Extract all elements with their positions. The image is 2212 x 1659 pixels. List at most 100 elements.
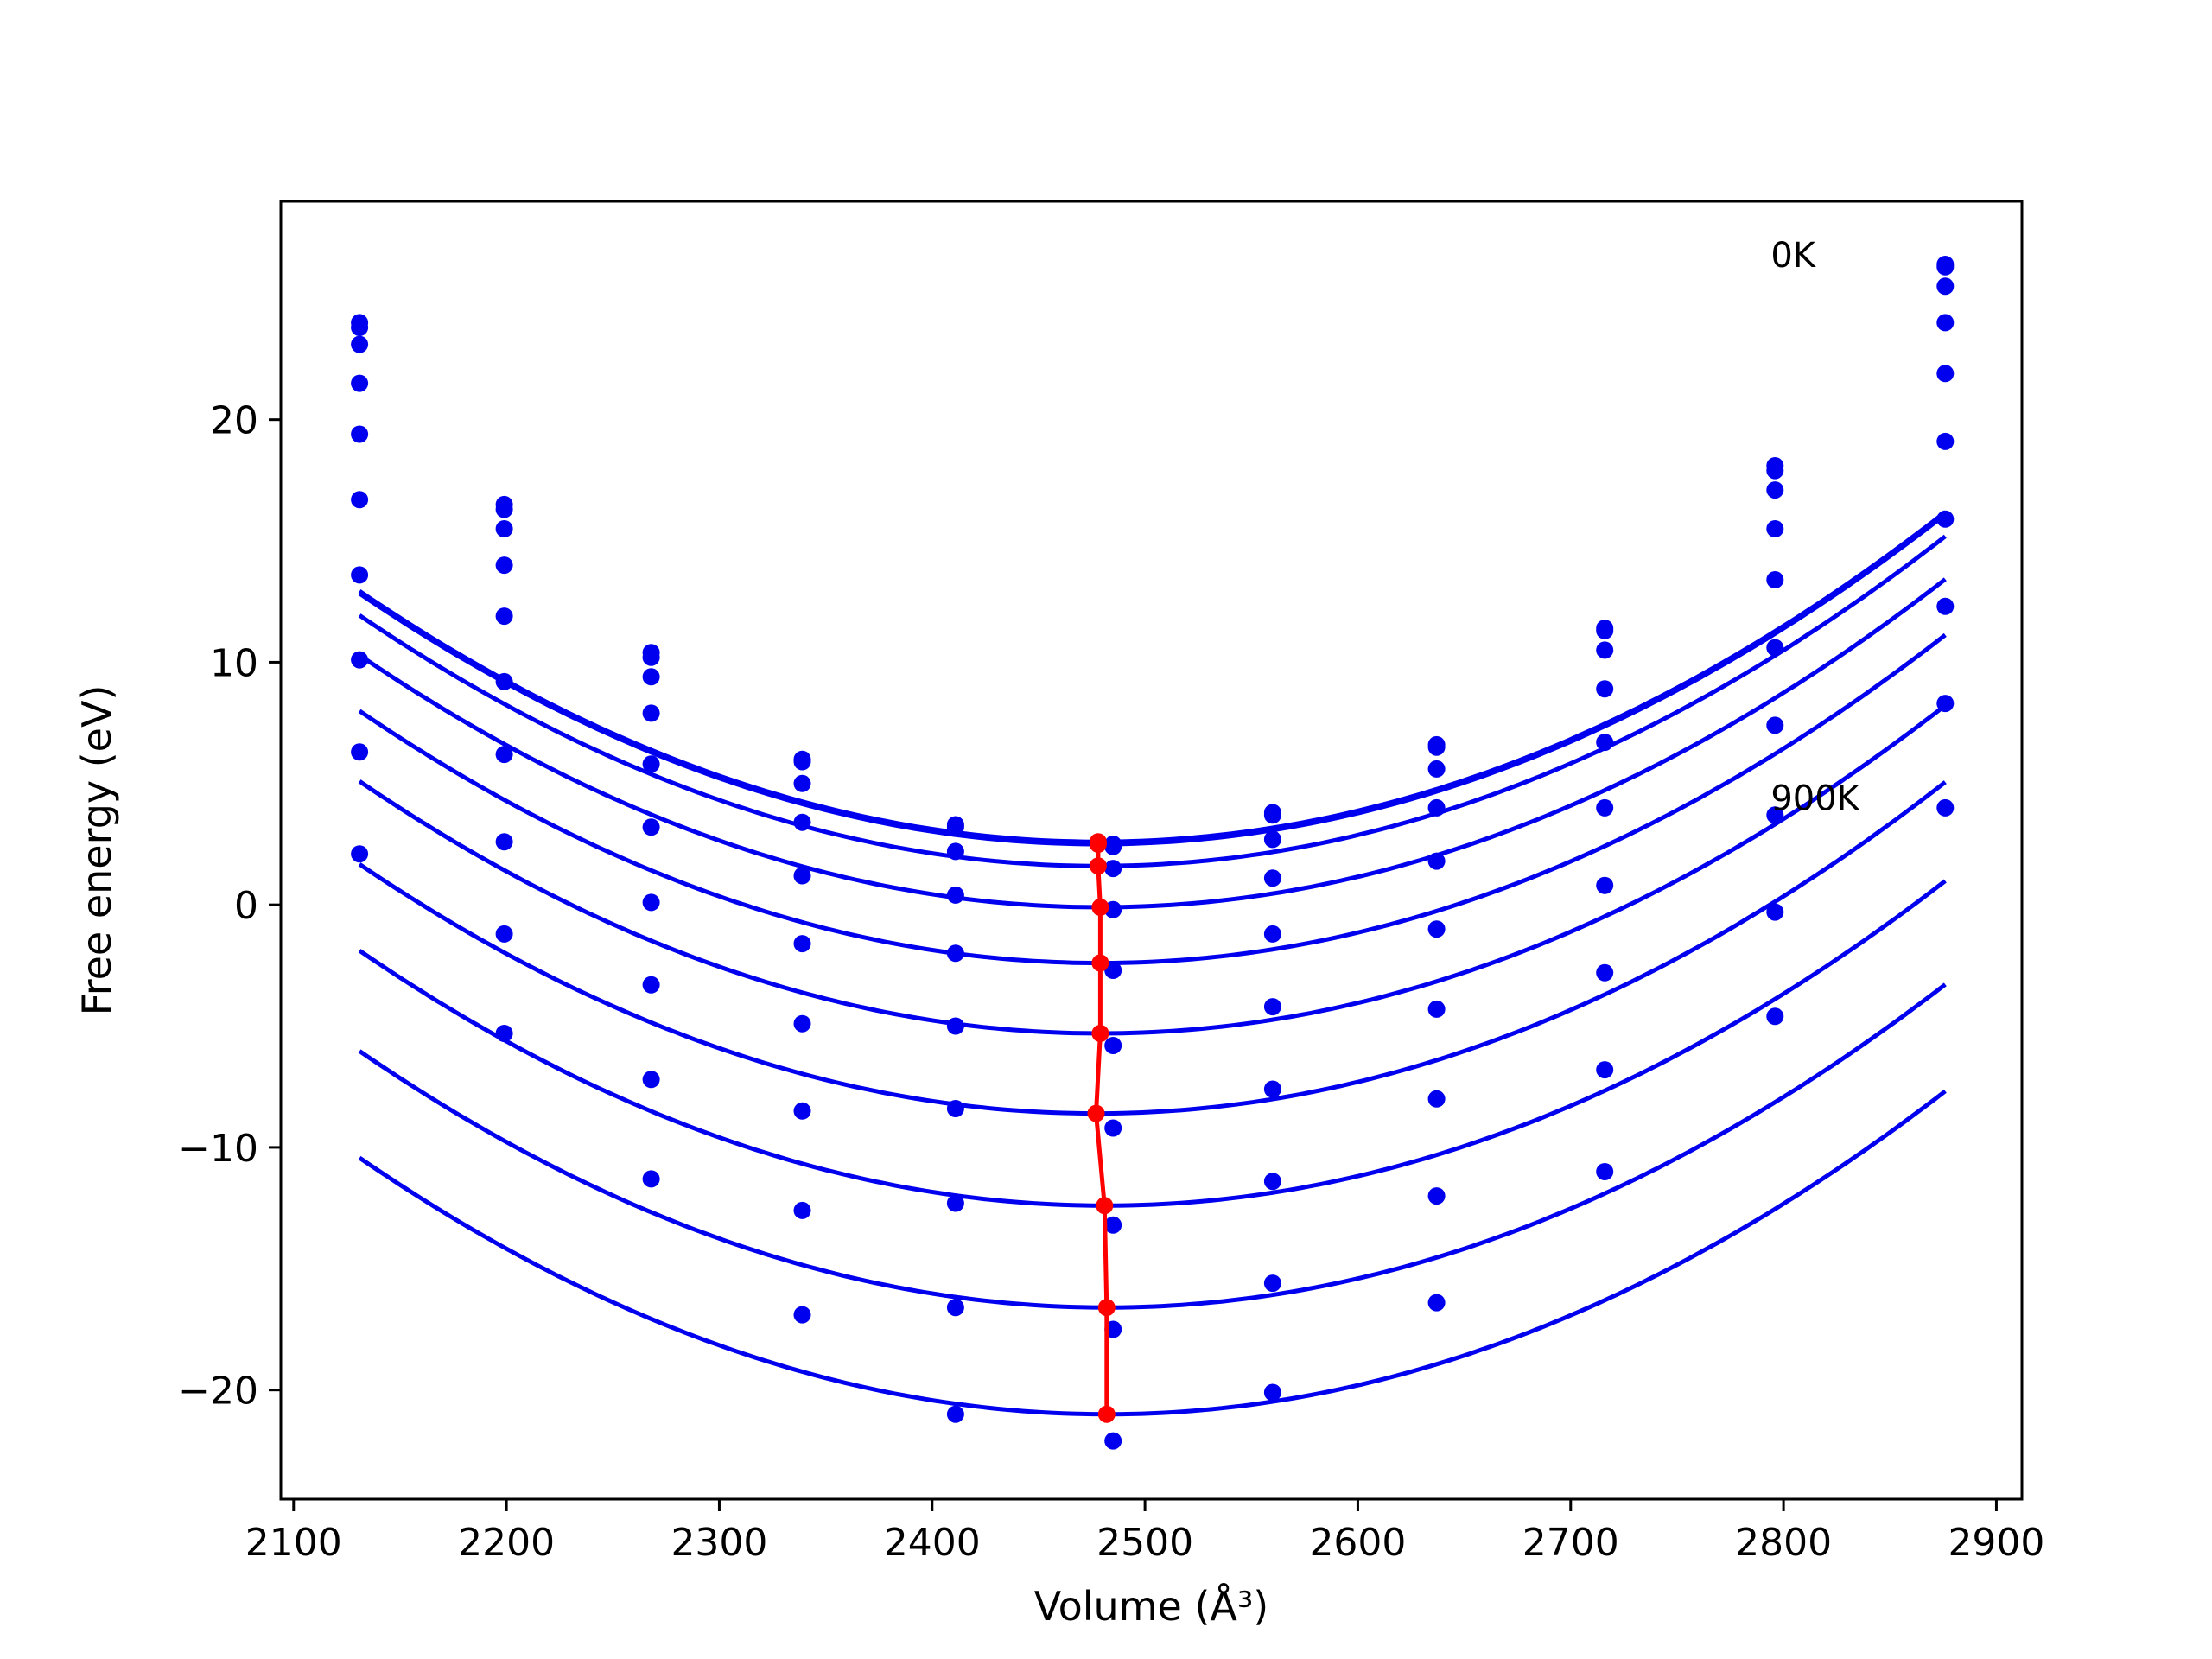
minimum-point-7 [1096, 1197, 1114, 1215]
fit-curve-100K [358, 512, 1947, 847]
minimum-point-3 [1091, 899, 1109, 916]
x-tick-label-2600: 2600 [1309, 1521, 1406, 1565]
data-point-400K-5 [1104, 962, 1122, 979]
data-point-900K-1 [495, 1025, 513, 1042]
fit-curve-200K [358, 534, 1947, 868]
minimum-point-6 [1087, 1104, 1105, 1122]
data-point-600K-2 [642, 893, 660, 912]
data-point-800K-0 [351, 743, 369, 761]
points-layer [351, 256, 1955, 1450]
data-point-500K-1 [495, 672, 513, 690]
data-point-600K-9 [1766, 716, 1784, 734]
minimum-path-layer [1087, 833, 1116, 1423]
data-point-600K-6 [1263, 1080, 1281, 1098]
data-point-300K-9 [1766, 520, 1784, 537]
curves-layer [358, 510, 1947, 1417]
data-point-200K-0 [351, 335, 369, 353]
data-point-900K-3 [793, 1306, 811, 1324]
data-point-800K-1 [495, 925, 513, 943]
data-point-100K-5 [1104, 837, 1122, 855]
data-point-100K-0 [351, 319, 369, 336]
x-ticks-layer: 2100 2200 2300 2400 2500 2600 2700 2800 2900 [245, 1499, 2044, 1565]
data-point-900K-8 [1596, 1163, 1614, 1180]
data-point-700K-1 [495, 833, 513, 851]
data-point-700K-4 [946, 1194, 964, 1212]
y-tick-label--20: −20 [178, 1370, 258, 1414]
data-point-600K-4 [946, 1100, 964, 1117]
data-point-700K-8 [1596, 963, 1614, 982]
data-point-900K-6 [1263, 1383, 1281, 1402]
data-point-800K-3 [793, 1201, 811, 1219]
data-point-500K-0 [351, 491, 369, 509]
data-point-600K-5 [1104, 1119, 1122, 1137]
data-point-200K-3 [793, 774, 811, 792]
data-point-500K-5 [1104, 1037, 1122, 1054]
annotation-1: 900K [1770, 779, 1860, 819]
y-ticks-layer: −20 −10 0 10 20 [178, 399, 281, 1414]
data-point-100K-4 [946, 818, 964, 836]
data-point-500K-2 [642, 818, 660, 836]
data-point-700K-5 [1104, 1216, 1122, 1234]
data-point-400K-3 [793, 867, 811, 885]
annotation-0: 0K [1770, 236, 1816, 276]
data-point-100K-10 [1936, 257, 1955, 276]
data-point-900K-10 [1936, 798, 1955, 817]
data-point-200K-10 [1936, 277, 1955, 296]
x-tick-label-2700: 2700 [1522, 1521, 1619, 1565]
data-point-800K-6 [1263, 1274, 1281, 1293]
data-point-800K-2 [642, 1071, 660, 1089]
data-point-600K-3 [793, 1014, 811, 1033]
data-point-500K-7 [1427, 920, 1446, 938]
data-point-300K-10 [1936, 314, 1955, 332]
data-point-700K-6 [1263, 1173, 1281, 1191]
minimum-point-1 [1089, 836, 1107, 853]
plot-frame [279, 200, 2024, 1501]
data-point-300K-7 [1427, 798, 1446, 817]
data-point-500K-4 [946, 1017, 964, 1035]
minimum-point-5 [1091, 1025, 1109, 1042]
x-tick-label-2500: 2500 [1096, 1521, 1193, 1565]
fit-curve-300K [358, 577, 1947, 910]
data-point-200K-5 [1104, 860, 1122, 878]
data-point-100K-9 [1766, 461, 1784, 480]
data-point-700K-0 [351, 651, 369, 669]
annotation-layer: 0K 900K [1770, 236, 1860, 819]
data-point-300K-0 [351, 374, 369, 392]
x-tick-label-2100: 2100 [245, 1521, 342, 1565]
data-point-700K-2 [642, 976, 660, 994]
data-point-900K-5 [1104, 1432, 1122, 1450]
data-point-100K-3 [793, 753, 811, 771]
data-point-800K-10 [1936, 695, 1955, 713]
data-point-100K-2 [642, 648, 660, 666]
minimum-point-8 [1097, 1299, 1116, 1317]
data-point-300K-1 [495, 556, 513, 575]
data-point-100K-8 [1596, 621, 1614, 639]
data-point-400K-7 [1427, 852, 1446, 870]
data-point-900K-9 [1766, 1007, 1784, 1026]
data-point-200K-8 [1596, 641, 1614, 659]
y-tick-label--10: −10 [178, 1127, 258, 1171]
y-tick-label-0: 0 [234, 884, 258, 928]
y-tick-label-20: 20 [210, 399, 258, 443]
data-point-500K-6 [1263, 998, 1281, 1016]
data-point-400K-1 [495, 607, 513, 626]
fit-curve-900K [358, 1089, 1947, 1417]
data-point-200K-2 [642, 668, 660, 686]
x-tick-label-2800: 2800 [1735, 1521, 1832, 1565]
data-point-300K-2 [642, 704, 660, 722]
data-point-600K-1 [495, 746, 513, 764]
fit-curve-600K [358, 780, 1947, 1116]
data-point-300K-8 [1596, 680, 1614, 698]
data-point-400K-9 [1766, 571, 1784, 588]
data-point-400K-8 [1596, 734, 1614, 752]
data-point-800K-9 [1766, 903, 1784, 921]
y-tick-label-10: 10 [210, 641, 258, 685]
data-point-700K-7 [1427, 1090, 1446, 1108]
data-point-600K-0 [351, 566, 369, 584]
minimum-point-2 [1089, 857, 1107, 875]
minimum-path-line [1094, 842, 1109, 1414]
x-tick-label-2300: 2300 [671, 1521, 767, 1565]
data-point-900K-4 [946, 1405, 964, 1423]
data-point-300K-4 [946, 886, 964, 904]
